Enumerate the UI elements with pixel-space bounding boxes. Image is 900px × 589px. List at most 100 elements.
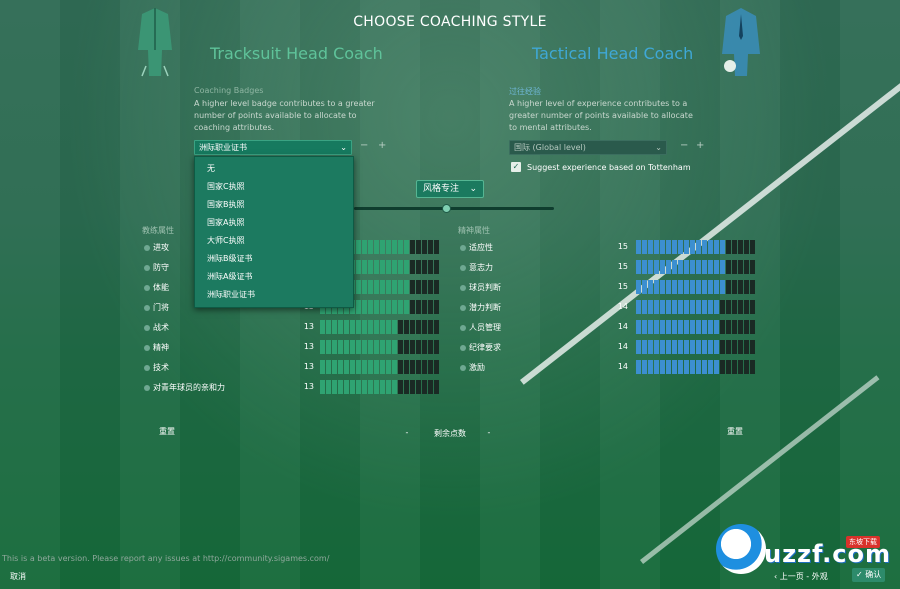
bar-segment — [654, 280, 659, 294]
bar-segment — [356, 340, 361, 354]
attribute-label: 人员管理 — [460, 322, 501, 333]
attribute-name: 人员管理 — [469, 323, 501, 332]
tracksuit-coach-title[interactable]: Tracksuit Head Coach — [210, 44, 383, 63]
suggest-experience-label: Suggest experience based on Tottenham — [527, 163, 691, 172]
bar-segment — [356, 320, 361, 334]
bar-segment — [374, 360, 379, 374]
bar-segment — [422, 260, 427, 274]
bar-segment — [428, 260, 433, 274]
bar-segment — [702, 340, 707, 354]
dropdown-option[interactable]: 洲际B级证书 — [207, 254, 253, 263]
attribute-row[interactable]: 球员判断 15 — [460, 280, 756, 296]
bar-segment — [410, 300, 415, 314]
reset-mental-button[interactable]: 重置 — [727, 427, 743, 436]
attribute-bar — [320, 360, 439, 374]
bar-segment — [338, 380, 343, 394]
attribute-name: 防守 — [153, 263, 169, 272]
check-icon: ✓ — [856, 570, 866, 579]
bar-segment — [714, 360, 719, 374]
attribute-value: 13 — [303, 322, 314, 331]
bar-segment — [404, 380, 409, 394]
attribute-row[interactable]: 精神 13 — [144, 340, 440, 356]
tactical-coach-title[interactable]: Tactical Head Coach — [532, 44, 694, 63]
bar-segment — [738, 300, 743, 314]
bar-segment — [714, 240, 719, 254]
bar-segment — [398, 300, 403, 314]
confirm-button[interactable]: ✓ 确认 — [852, 568, 886, 582]
bar-segment — [654, 360, 659, 374]
bar-segment — [374, 300, 379, 314]
watermark-tag: 东坡下载 — [846, 536, 880, 548]
attribute-label: 激励 — [460, 362, 485, 373]
attribute-row[interactable]: 激励 14 — [460, 360, 756, 376]
bar-segment — [344, 360, 349, 374]
attribute-row[interactable]: 人员管理 14 — [460, 320, 756, 336]
attribute-label: 纪律要求 — [460, 342, 501, 353]
bar-segment — [356, 240, 361, 254]
bar-segment — [386, 260, 391, 274]
experience-increment-button[interactable]: + — [696, 140, 705, 151]
reset-coaching-button[interactable]: 重置 — [159, 427, 175, 436]
remaining-points-label: 剩余点数 — [434, 429, 466, 438]
cancel-button[interactable]: 取消 — [10, 572, 26, 581]
bar-segment — [732, 260, 737, 274]
attribute-name: 门将 — [153, 303, 169, 312]
dropdown-option[interactable]: 国家C执照 — [207, 182, 245, 191]
style-slider-handle[interactable] — [442, 204, 451, 213]
experience-select[interactable]: 国际 (Global level) ⌄ — [509, 140, 667, 155]
bar-segment — [738, 320, 743, 334]
bar-segment — [428, 360, 433, 374]
bar-segment — [750, 320, 755, 334]
bar-segment — [368, 380, 373, 394]
bar-segment — [750, 240, 755, 254]
attribute-row[interactable]: 技术 13 — [144, 360, 440, 376]
attribute-bar — [636, 260, 755, 274]
dropdown-option[interactable]: 洲际A级证书 — [207, 272, 253, 281]
experience-decrement-button[interactable]: − — [680, 140, 689, 151]
bar-segment — [350, 320, 355, 334]
attribute-bar — [636, 280, 755, 294]
points-decrement[interactable]: - — [405, 428, 409, 437]
bar-segment — [422, 320, 427, 334]
bar-segment — [744, 340, 749, 354]
attribute-row[interactable]: 对青年球员的亲和力 13 — [144, 380, 440, 396]
bar-segment — [344, 320, 349, 334]
attribute-value: 14 — [617, 302, 628, 311]
bar-segment — [398, 380, 403, 394]
suggest-experience-checkbox[interactable]: ✓ — [511, 162, 521, 172]
bar-segment — [380, 340, 385, 354]
dropdown-option[interactable]: 国家B执照 — [207, 200, 245, 209]
badge-increment-button[interactable]: + — [378, 140, 387, 151]
bar-segment — [362, 240, 367, 254]
dropdown-option[interactable]: 无 — [207, 164, 215, 173]
experience-heading: 过往经验 — [509, 87, 541, 96]
bar-segment — [380, 380, 385, 394]
attribute-row[interactable]: 意志力 15 — [460, 260, 756, 276]
bar-segment — [702, 280, 707, 294]
bar-segment — [380, 240, 385, 254]
badge-decrement-button[interactable]: − — [360, 140, 369, 151]
attribute-row[interactable]: 战术 13 — [144, 320, 440, 336]
bar-segment — [738, 260, 743, 274]
coaching-badge-select[interactable]: 洲际职业证书 ⌄ — [194, 140, 352, 155]
style-focus-button[interactable]: 风格专注 ⌄ — [416, 180, 484, 198]
bar-segment — [666, 300, 671, 314]
attribute-row[interactable]: 纪律要求 14 — [460, 340, 756, 356]
dropdown-option[interactable]: 洲际职业证书 — [207, 290, 255, 299]
attribute-row[interactable]: 潜力判断 14 — [460, 300, 756, 316]
bar-segment — [750, 300, 755, 314]
attribute-row[interactable]: 适应性 15 — [460, 240, 756, 256]
attribute-label: 进攻 — [144, 242, 169, 253]
bar-segment — [726, 360, 731, 374]
dropdown-option[interactable]: 大师C执照 — [207, 236, 245, 245]
bar-segment — [690, 300, 695, 314]
dropdown-option[interactable]: 国家A执照 — [207, 218, 245, 227]
style-slider-track[interactable] — [354, 207, 554, 210]
bar-segment — [320, 360, 325, 374]
previous-page-button[interactable]: ‹ 上一页 - 外观 — [774, 570, 828, 584]
bar-segment — [654, 240, 659, 254]
bar-segment — [392, 260, 397, 274]
bar-segment — [726, 320, 731, 334]
attribute-value: 13 — [303, 342, 314, 351]
points-increment[interactable]: - — [487, 428, 491, 437]
